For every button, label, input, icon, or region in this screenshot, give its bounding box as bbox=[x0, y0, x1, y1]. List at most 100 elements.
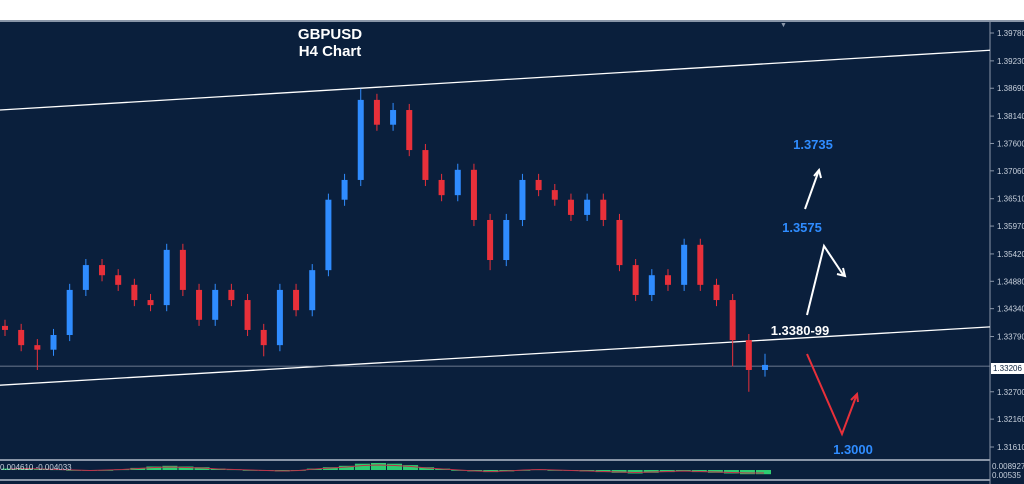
candle-body bbox=[260, 329, 267, 346]
histogram-bar bbox=[354, 463, 370, 470]
histogram-bar bbox=[723, 470, 739, 474]
histogram-bar bbox=[194, 467, 210, 470]
candle-body bbox=[664, 275, 671, 285]
candle-body bbox=[18, 329, 25, 346]
candle-body bbox=[163, 249, 170, 306]
signal-line bbox=[10, 464, 764, 474]
candle-body bbox=[293, 289, 300, 311]
candle-body bbox=[82, 265, 89, 290]
candle-body bbox=[745, 340, 752, 370]
histogram-bar bbox=[755, 470, 771, 475]
y-tick-label: 1.34340 bbox=[997, 305, 1024, 314]
candle-body bbox=[325, 199, 332, 271]
histogram-bar bbox=[370, 463, 386, 470]
candle-body bbox=[147, 300, 154, 306]
candle-body bbox=[503, 219, 510, 261]
arrowhead-icon bbox=[850, 391, 859, 403]
bearish-scenario-arrow bbox=[806, 353, 859, 437]
histogram-bar bbox=[403, 465, 419, 470]
candle-body bbox=[454, 169, 461, 196]
chart-background bbox=[0, 20, 1024, 484]
candle-body bbox=[276, 289, 283, 346]
candle-body bbox=[519, 179, 526, 220]
candle-body bbox=[535, 179, 542, 191]
y-tick-label: 1.39780 bbox=[997, 29, 1024, 38]
indicator-axis-bottom: 0.00535 bbox=[992, 471, 1021, 480]
candle-body bbox=[470, 169, 477, 220]
y-tick-label: 1.35420 bbox=[997, 250, 1024, 259]
candle-body bbox=[713, 284, 720, 301]
candle-body bbox=[341, 179, 348, 200]
candle-body bbox=[179, 249, 186, 290]
trendline bbox=[0, 49, 991, 111]
y-tick-label: 1.32700 bbox=[997, 388, 1024, 397]
downside-target-label: 1.3000 bbox=[833, 442, 873, 457]
candle-body bbox=[632, 265, 639, 295]
y-tick-label: 1.38140 bbox=[997, 112, 1024, 121]
arrow-up-icon bbox=[804, 169, 820, 210]
y-tick-label: 1.37600 bbox=[997, 139, 1024, 148]
candle-body bbox=[487, 219, 494, 261]
histogram-bar bbox=[643, 470, 659, 473]
candle-body bbox=[681, 244, 688, 285]
candle-body bbox=[762, 364, 768, 370]
candle-body bbox=[244, 300, 251, 330]
candle-body bbox=[422, 150, 429, 180]
y-tick-label: 1.37060 bbox=[997, 167, 1024, 176]
candle-body bbox=[406, 110, 413, 151]
y-tick-label: 1.33790 bbox=[997, 333, 1024, 342]
candle-body bbox=[228, 289, 235, 301]
histogram-bar bbox=[387, 463, 403, 470]
candle-body bbox=[309, 270, 316, 311]
candle-body bbox=[551, 190, 558, 200]
candle-body bbox=[648, 275, 655, 295]
candle-body bbox=[212, 289, 219, 320]
candle-body bbox=[34, 345, 41, 350]
histogram-bar bbox=[419, 467, 435, 470]
candle-body bbox=[438, 179, 445, 196]
candle-body bbox=[50, 335, 57, 350]
arrowhead-icon bbox=[836, 267, 847, 278]
candle-body bbox=[729, 300, 736, 341]
zigzag-arrow-icon bbox=[806, 353, 858, 437]
histogram-bar bbox=[146, 466, 162, 470]
current-price-box bbox=[991, 363, 1024, 374]
resistance-label: 1.3380-99 bbox=[771, 323, 830, 338]
shift-marker-icon[interactable]: ▼ bbox=[780, 22, 787, 29]
candle-body bbox=[616, 219, 623, 266]
candle-body bbox=[373, 99, 380, 125]
y-tick-label: 1.39230 bbox=[997, 57, 1024, 66]
candle-body bbox=[115, 275, 122, 285]
zigzag-arrow-icon bbox=[806, 243, 845, 316]
candle-body bbox=[567, 199, 574, 215]
indicator-values: 0.004610 -0.004033 bbox=[0, 463, 72, 472]
histogram-bar bbox=[322, 467, 338, 470]
histogram-bar bbox=[178, 466, 194, 470]
y-tick-label: 1.36510 bbox=[997, 195, 1024, 204]
trendline bbox=[0, 326, 991, 386]
histogram-bar bbox=[739, 470, 755, 475]
histogram-bar bbox=[611, 470, 627, 473]
candle-body bbox=[600, 199, 607, 220]
histogram-bar bbox=[627, 470, 643, 474]
candle-body bbox=[131, 284, 138, 301]
current-price-label: 1.33206 bbox=[993, 364, 1022, 373]
chart-subtitle: H4 Chart bbox=[299, 43, 362, 60]
candle-body bbox=[697, 244, 704, 285]
target-2-label: 1.3735 bbox=[793, 137, 833, 152]
histogram-bar bbox=[338, 465, 354, 470]
y-tick-label: 1.32160 bbox=[997, 415, 1024, 424]
histogram-bar bbox=[2, 468, 18, 470]
indicator-axis-top: 0.008927 bbox=[992, 462, 1024, 471]
histogram-bar bbox=[707, 470, 723, 473]
y-tick-label: 1.35970 bbox=[997, 222, 1024, 231]
bullish-scenario-arrows bbox=[804, 167, 847, 316]
candle-body bbox=[584, 199, 591, 215]
candle-body bbox=[66, 289, 73, 336]
candle-body bbox=[357, 99, 364, 180]
y-tick-label: 1.34880 bbox=[997, 277, 1024, 286]
y-tick-label: 1.31610 bbox=[997, 443, 1024, 452]
chart-title: GBPUSD bbox=[298, 26, 362, 43]
candle-body bbox=[99, 265, 106, 276]
y-tick-label: 1.38690 bbox=[997, 84, 1024, 93]
